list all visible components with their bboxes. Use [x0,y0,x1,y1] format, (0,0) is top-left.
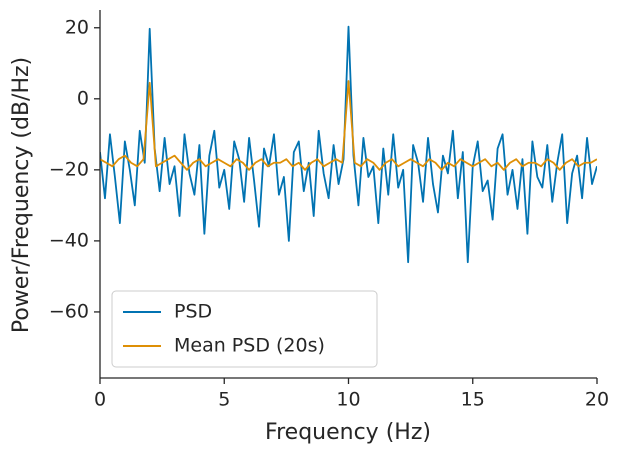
legend-label: Mean PSD (20s) [174,335,325,357]
x-tick-label: 10 [336,389,360,411]
x-tick-label: 0 [94,389,106,411]
x-tick-label: 20 [585,389,609,411]
y-tick-label: 0 [77,87,89,109]
x-axis-label: Frequency (Hz) [265,420,431,445]
y-tick-label: −20 [49,158,89,180]
y-axis-label: Power/Frequency (dB/Hz) [9,57,34,333]
series-line [100,25,597,264]
x-tick-label: 5 [218,389,230,411]
series-line [100,80,597,171]
legend-label: PSD [174,301,212,323]
legend-box [111,290,378,368]
x-tick-label: 15 [461,389,485,411]
y-tick-label: −60 [49,300,89,322]
y-tick-label: 20 [65,16,89,38]
y-tick-label: −40 [49,229,89,251]
